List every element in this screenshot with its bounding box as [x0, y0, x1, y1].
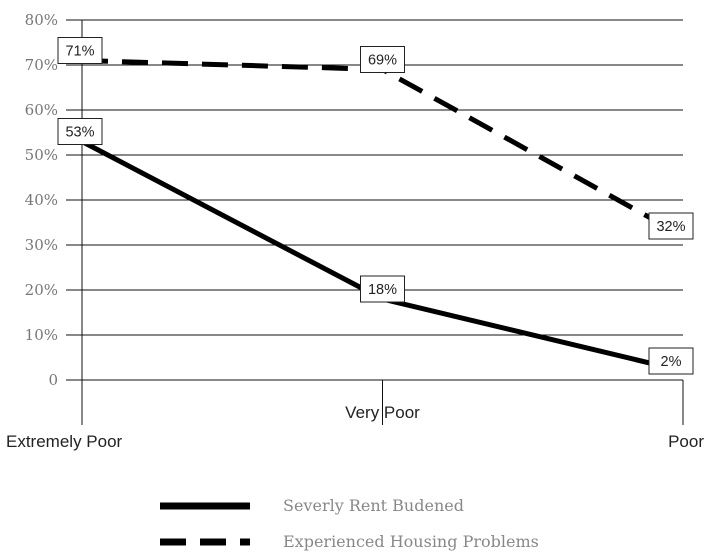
- data-label: 71%: [57, 37, 103, 64]
- y-tick-label: 70%: [25, 56, 58, 74]
- legend-label-1: Severly Rent Budened: [283, 496, 464, 515]
- legend: Severly Rent Budened Experienced Housing …: [160, 496, 539, 551]
- y-tick-label: 40%: [25, 191, 58, 209]
- y-tick-label: 60%: [25, 101, 58, 119]
- data-label-text: 2%: [661, 354, 682, 370]
- data-label: 53%: [57, 118, 103, 145]
- axes: 0 10% 20% 30% 40% 50% 60% 70% 80% Extremely Poor V…: [6, 11, 704, 451]
- x-category-label: Extremely Poor: [6, 432, 123, 451]
- series-lines: [80, 58, 685, 374]
- data-label-box: [57, 118, 103, 145]
- x-category-label: Poor: [668, 432, 704, 451]
- data-label-text: 18%: [368, 282, 397, 298]
- data-labels: 53% 18% 2% 71% 69% 32%: [57, 37, 694, 375]
- data-label: 2%: [648, 347, 694, 375]
- data-label-box: [648, 212, 694, 240]
- data-label-box: [360, 46, 405, 73]
- series-line-1: [80, 139, 684, 374]
- y-tick-label: 0: [48, 371, 58, 389]
- data-label-text: 32%: [656, 219, 685, 235]
- y-tick-label: 30%: [25, 236, 58, 254]
- data-label: 18%: [360, 275, 405, 303]
- data-label-box: [57, 37, 103, 64]
- series-line-2: [81, 58, 685, 239]
- data-label: 69%: [360, 46, 405, 73]
- y-tick-label: 10%: [25, 326, 58, 344]
- data-label-text: 69%: [368, 53, 397, 69]
- y-tick-label: 80%: [25, 11, 58, 29]
- data-label-box: [648, 347, 694, 375]
- data-label-box: [360, 275, 405, 303]
- legend-label-2: Experienced Housing Problems: [283, 532, 539, 551]
- y-tick-label: 50%: [25, 146, 58, 164]
- data-label: 32%: [648, 212, 694, 240]
- y-tick-label: 20%: [25, 281, 58, 299]
- x-category-label: Very Poor: [345, 403, 420, 422]
- data-label-text: 53%: [65, 125, 94, 141]
- data-label-text: 71%: [65, 44, 94, 60]
- gridlines: [66, 19, 683, 381]
